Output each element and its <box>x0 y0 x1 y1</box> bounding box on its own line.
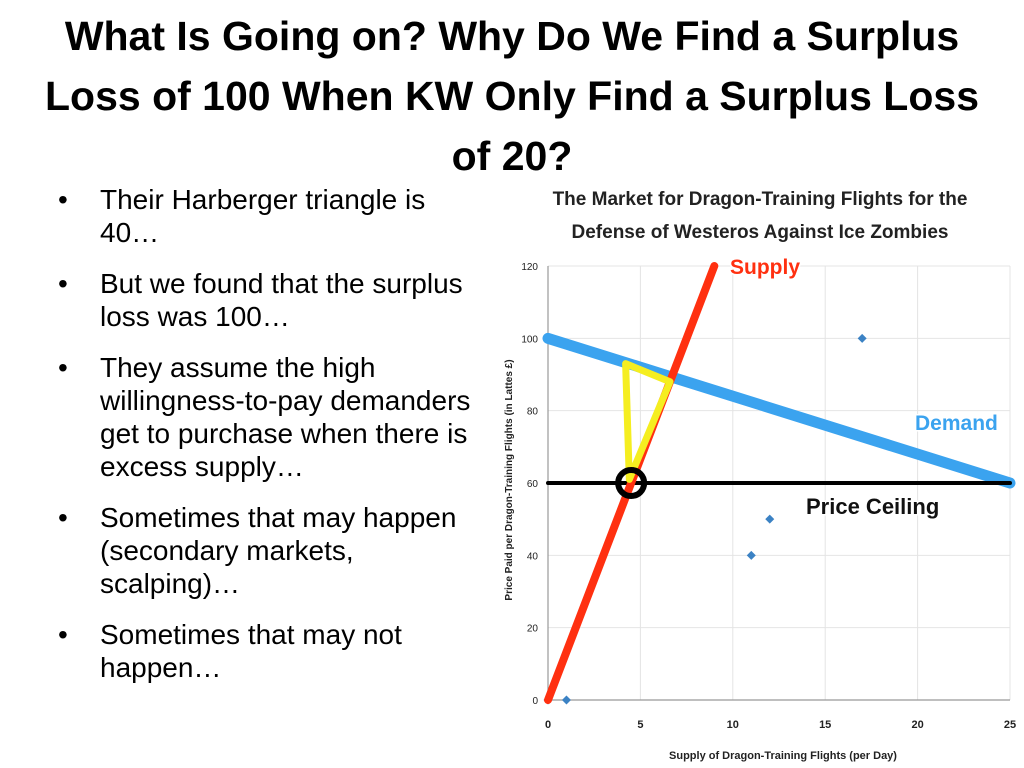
ceiling-intersection-circle <box>615 467 648 499</box>
y-tick-label: 20 <box>527 624 539 635</box>
bullet-list: Their Harberger triangle is 40… But we f… <box>52 183 472 702</box>
x-tick-label: 0 <box>545 719 551 731</box>
x-axis-label: Supply of Dragon-Training Flights (per D… <box>669 750 897 762</box>
supply-label: Supply <box>730 256 800 279</box>
harberger-triangle <box>622 360 674 483</box>
demand-label: Demand <box>915 412 998 435</box>
x-tick-label: 20 <box>911 719 923 731</box>
x-tick-label: 25 <box>1004 719 1016 731</box>
x-tick-label: 15 <box>819 719 831 731</box>
supply-line <box>544 262 719 704</box>
y-tick-label: 40 <box>527 551 539 562</box>
y-tick-label: 120 <box>521 262 538 273</box>
y-tick-label: 80 <box>527 407 539 418</box>
x-tick-label: 5 <box>637 719 643 731</box>
bullet-item: Sometimes that may not happen… <box>52 618 472 684</box>
chart-title: The Market for Dragon-Training Flights f… <box>552 189 968 243</box>
data-point <box>746 550 756 560</box>
bullet-item: Their Harberger triangle is 40… <box>52 183 472 249</box>
data-point <box>857 333 867 343</box>
y-axis-label: Price Paid per Dragon-Training Flights (… <box>504 359 515 600</box>
bullet-item: Sometimes that may happen (secondary mar… <box>52 501 472 600</box>
y-tick-label: 60 <box>527 479 539 490</box>
data-point <box>561 695 571 705</box>
slide-title: What Is Going on? Why Do We Find a Surpl… <box>45 13 979 179</box>
x-tick-label: 10 <box>727 719 739 731</box>
bullet-item: But we found that the surplus loss was 1… <box>52 267 472 333</box>
price-ceiling-label: Price Ceiling <box>806 494 939 519</box>
data-point <box>765 514 775 524</box>
y-tick-label: 0 <box>532 696 538 707</box>
y-tick-label: 100 <box>521 334 538 345</box>
bullet-item: They assume the high willingness-to-pay … <box>52 351 472 483</box>
